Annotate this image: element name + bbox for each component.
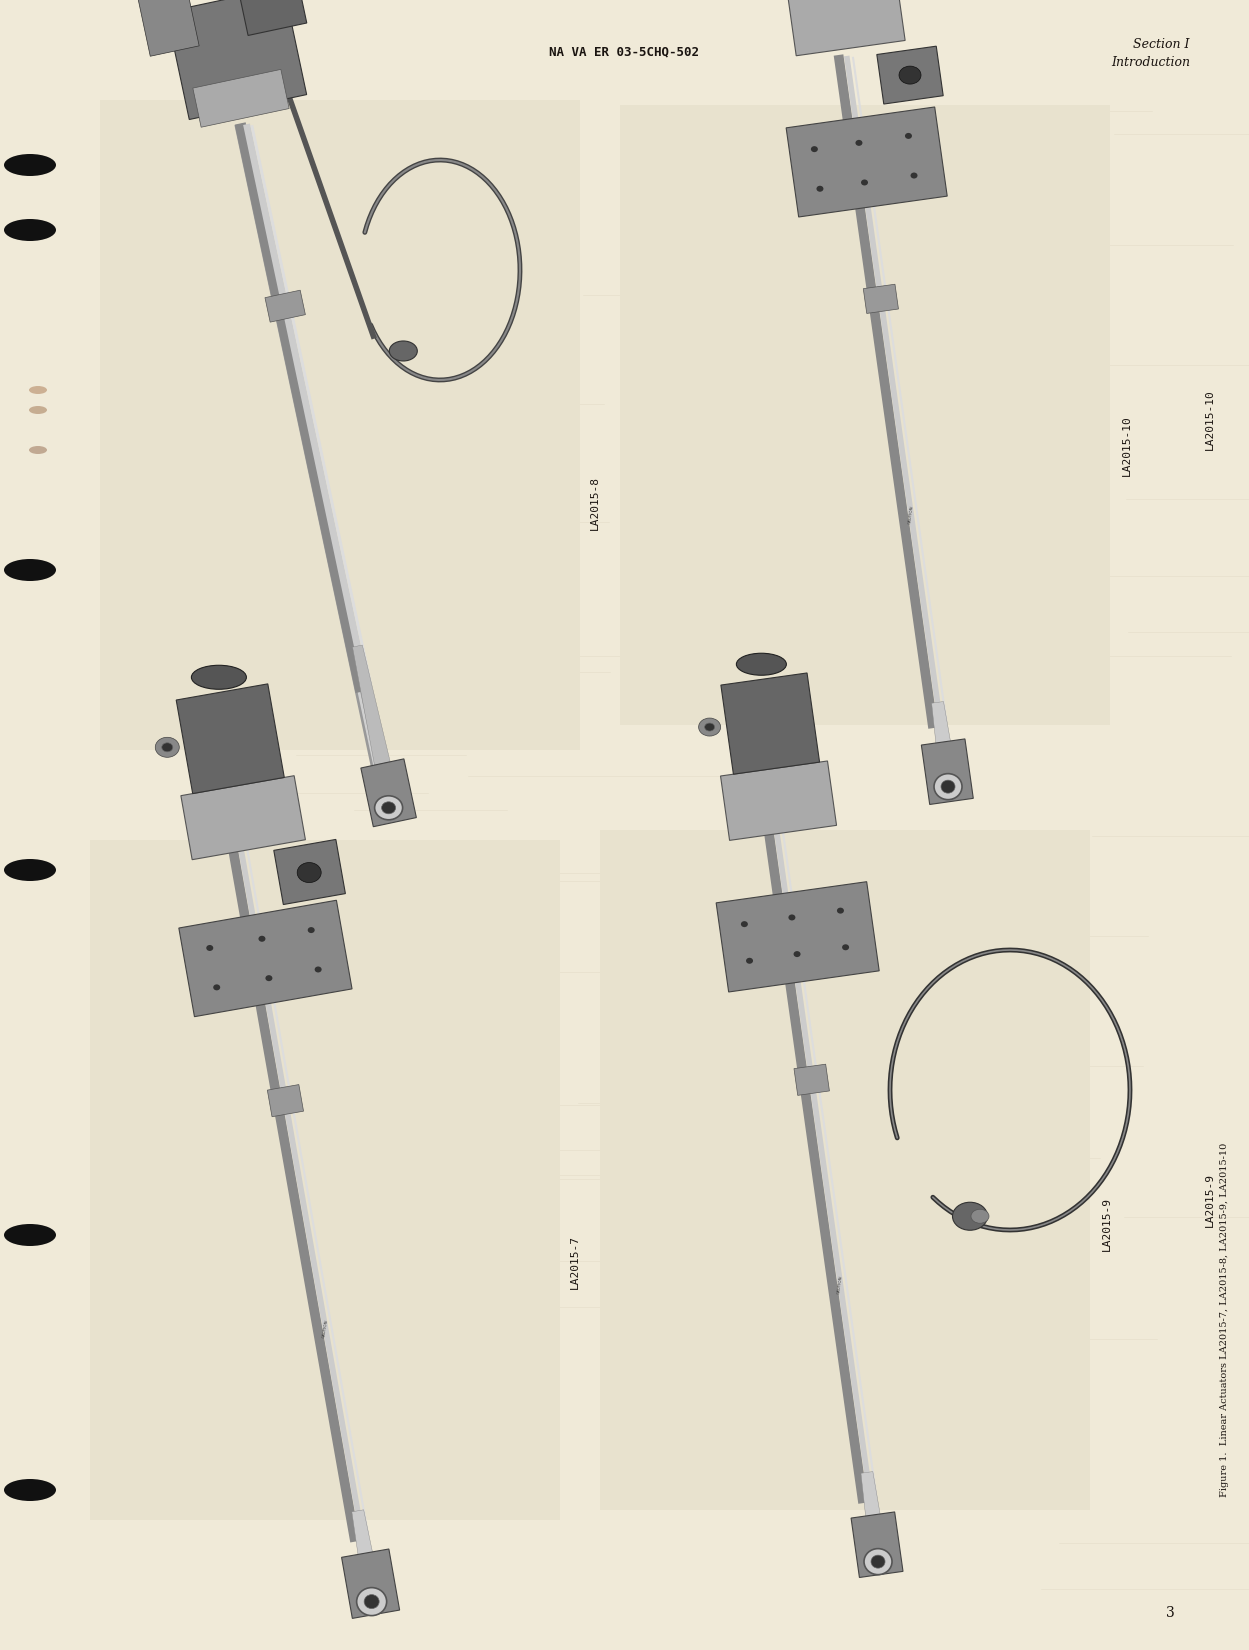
Ellipse shape [265,975,272,982]
Text: Introduction: Introduction [1112,56,1190,69]
Ellipse shape [871,1556,886,1567]
Ellipse shape [390,342,417,361]
Ellipse shape [206,945,214,950]
Ellipse shape [737,653,787,675]
Ellipse shape [817,186,823,191]
Polygon shape [181,776,306,860]
Ellipse shape [162,742,172,752]
Polygon shape [227,0,307,35]
Ellipse shape [741,921,748,927]
Polygon shape [267,1084,304,1117]
Polygon shape [851,1511,903,1577]
Ellipse shape [934,774,962,800]
Text: 3: 3 [1167,1605,1175,1620]
Polygon shape [721,761,837,840]
Ellipse shape [315,967,322,972]
Ellipse shape [811,147,818,152]
Ellipse shape [842,944,849,950]
Text: CAUTION: CAUTION [908,505,914,523]
Text: Figure 1.  Linear Actuators LA2015-7, LA2015-8, LA2015-9, LA2015-10: Figure 1. Linear Actuators LA2015-7, LA2… [1220,1143,1229,1497]
Ellipse shape [698,718,721,736]
Text: LA2015-10: LA2015-10 [1205,389,1215,450]
Ellipse shape [793,950,801,957]
Ellipse shape [214,985,220,990]
Ellipse shape [375,795,402,820]
Text: LA2015-9: LA2015-9 [1102,1198,1112,1251]
Polygon shape [863,284,898,314]
Polygon shape [716,881,879,992]
Text: LA2015-7: LA2015-7 [570,1234,580,1289]
Ellipse shape [4,860,56,881]
Polygon shape [788,0,906,56]
Bar [600,830,1090,1510]
Polygon shape [179,901,352,1016]
Text: LA2015-9: LA2015-9 [1205,1173,1215,1228]
Ellipse shape [4,1478,56,1502]
Ellipse shape [837,908,844,914]
Ellipse shape [911,173,918,178]
Ellipse shape [297,863,321,883]
Polygon shape [136,0,199,56]
Polygon shape [932,701,954,762]
Polygon shape [361,759,416,827]
Ellipse shape [856,140,863,145]
Polygon shape [166,0,307,119]
Text: LA2015-8: LA2015-8 [590,475,600,530]
Ellipse shape [940,780,955,794]
Text: NA VA ER 03-5CHQ-502: NA VA ER 03-5CHQ-502 [550,46,699,58]
Ellipse shape [29,406,47,414]
Polygon shape [922,739,973,805]
Ellipse shape [4,153,56,177]
Ellipse shape [155,738,180,757]
Ellipse shape [4,559,56,581]
Polygon shape [786,107,947,218]
Ellipse shape [357,1587,387,1615]
Ellipse shape [4,1224,56,1246]
Polygon shape [274,840,346,904]
Ellipse shape [382,802,396,813]
Ellipse shape [365,1594,380,1609]
Ellipse shape [864,1549,892,1574]
Ellipse shape [4,219,56,241]
Text: CAUTION: CAUTION [837,1275,844,1294]
Bar [90,840,560,1520]
Ellipse shape [191,665,246,690]
Polygon shape [352,645,390,766]
Ellipse shape [307,927,315,934]
Text: Section I: Section I [1134,38,1190,51]
Ellipse shape [970,1209,989,1223]
Ellipse shape [906,134,912,139]
Ellipse shape [788,914,796,921]
Polygon shape [176,683,285,794]
Text: LA2015-10: LA2015-10 [1122,416,1132,477]
Ellipse shape [29,446,47,454]
Ellipse shape [259,936,266,942]
Bar [100,101,580,751]
Ellipse shape [704,723,714,731]
Polygon shape [877,46,943,104]
Text: CAUTION: CAUTION [322,1318,330,1338]
Polygon shape [794,1064,829,1096]
Polygon shape [352,1510,377,1576]
Polygon shape [192,69,290,127]
Ellipse shape [29,386,47,394]
Ellipse shape [899,66,921,84]
Bar [620,106,1110,724]
Ellipse shape [953,1203,988,1231]
Polygon shape [861,1472,884,1538]
Ellipse shape [746,957,753,964]
Ellipse shape [861,180,868,185]
Polygon shape [341,1549,400,1619]
Polygon shape [265,290,305,322]
Polygon shape [721,673,819,774]
